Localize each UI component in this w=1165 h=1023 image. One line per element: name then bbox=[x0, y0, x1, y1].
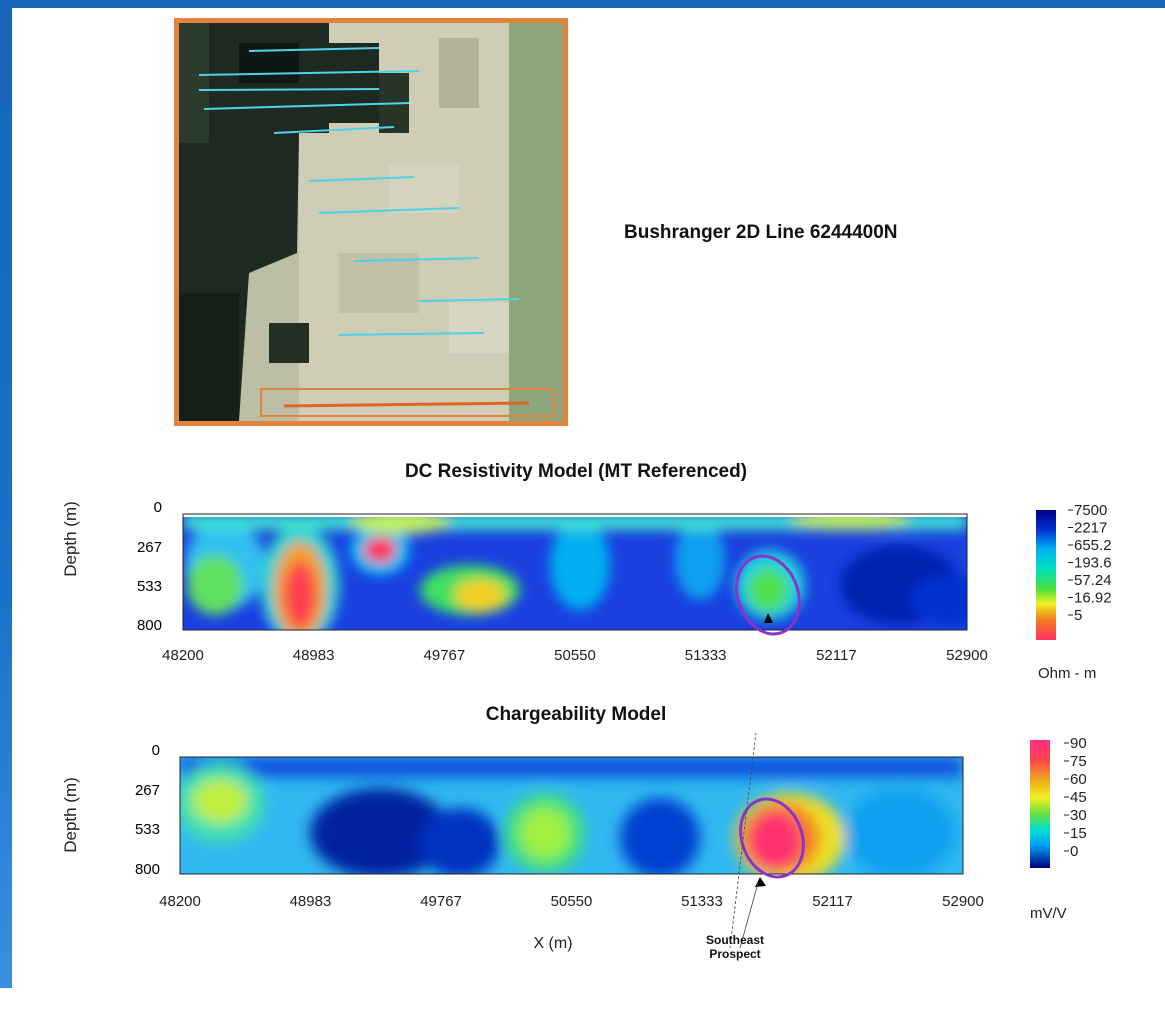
chargeability-prospect-marker bbox=[755, 877, 766, 887]
res-x-tick-2: 49767 bbox=[424, 647, 466, 664]
resistivity-prospect-ellipse bbox=[735, 554, 801, 636]
top-accent-bar bbox=[0, 0, 1165, 8]
chg-x-tick-2: 49767 bbox=[420, 893, 462, 910]
chg-cbar-label-3: 45 bbox=[1070, 789, 1087, 806]
chg-x-tick-3: 50550 bbox=[551, 893, 593, 910]
chargeability-prospect-ellipse bbox=[739, 797, 805, 879]
res-cbar-label-4: 57.24 bbox=[1074, 572, 1112, 589]
res-x-tick-5: 52117 bbox=[816, 647, 857, 664]
chargeability-chart: Depth (m) 0 267 533 800 48200 48983 49767 5… bbox=[61, 733, 1087, 961]
res-cbar-label-6: 5 bbox=[1074, 607, 1082, 624]
chg-cbar-label-2: 60 bbox=[1070, 771, 1087, 788]
chg-x-tick-6: 52900 bbox=[942, 893, 984, 910]
chg-y-tick-1: 267 bbox=[135, 782, 160, 799]
res-y-tick-0: 0 bbox=[154, 499, 162, 516]
res-cbar-label-3: 193.6 bbox=[1074, 555, 1112, 572]
chg-cbar-label-6: 0 bbox=[1070, 843, 1078, 860]
chargeability-chart-title: Chargeability Model bbox=[485, 704, 667, 725]
chg-x-tick-1: 48983 bbox=[290, 893, 332, 910]
res-y-tick-2: 533 bbox=[137, 578, 162, 595]
highlighted-survey-line bbox=[283, 401, 530, 408]
chg-x-tick-5: 52117 bbox=[812, 893, 853, 910]
leader-line-lower bbox=[739, 882, 759, 949]
chargeability-colorbar-unit: mV/V bbox=[1030, 905, 1067, 922]
left-accent-bar bbox=[0, 0, 12, 988]
survey-location-map bbox=[174, 18, 568, 426]
res-x-tick-4: 51333 bbox=[685, 647, 727, 664]
chg-x-tick-4: 51333 bbox=[681, 893, 723, 910]
res-x-tick-3: 50550 bbox=[554, 647, 596, 664]
chg-y-tick-0: 0 bbox=[152, 742, 160, 759]
resistivity-y-axis-label: Depth (m) bbox=[61, 501, 80, 577]
res-x-tick-0: 48200 bbox=[162, 647, 204, 664]
chargeability-heatmap bbox=[180, 757, 963, 874]
chg-cbar-label-5: 15 bbox=[1070, 825, 1087, 842]
chg-x-tick-0: 48200 bbox=[159, 893, 201, 910]
chg-y-tick-3: 800 bbox=[135, 861, 160, 878]
resistivity-y-ticks: 0 267 533 800 bbox=[137, 499, 162, 634]
resistivity-prospect-marker bbox=[764, 613, 773, 623]
res-y-tick-1: 267 bbox=[137, 539, 162, 556]
res-cbar-label-1: 2217 bbox=[1074, 520, 1107, 537]
chargeability-x-axis-label: X (m) bbox=[533, 935, 572, 952]
resistivity-colorbar-unit: Ohm - m bbox=[1038, 665, 1096, 682]
resistivity-chart-title: DC Resistivity Model (MT Referenced) bbox=[404, 461, 748, 482]
satellite-image bbox=[179, 23, 563, 421]
chg-cbar-label-4: 30 bbox=[1070, 807, 1087, 824]
chg-cbar-label-0: 90 bbox=[1070, 735, 1087, 752]
res-x-tick-1: 48983 bbox=[293, 647, 335, 664]
highlight-box bbox=[260, 388, 555, 417]
map-title: Bushranger 2D Line 6244400N bbox=[624, 222, 898, 243]
chg-y-tick-2: 533 bbox=[135, 821, 160, 838]
resistivity-chart: Depth (m) 0 267 533 800 48200 48983 49767 5… bbox=[61, 499, 1112, 682]
res-cbar-label-5: 16.92 bbox=[1074, 590, 1112, 607]
resistivity-colorbar bbox=[1036, 510, 1056, 640]
survey-lines bbox=[198, 47, 520, 336]
resistivity-heatmap bbox=[183, 514, 967, 630]
chargeability-y-ticks: 0 267 533 800 bbox=[135, 742, 160, 878]
res-x-tick-6: 52900 bbox=[946, 647, 988, 664]
res-y-tick-3: 800 bbox=[137, 617, 162, 634]
chg-cbar-label-1: 75 bbox=[1070, 753, 1087, 770]
res-cbar-label-2: 655.2 bbox=[1074, 537, 1112, 554]
resistivity-x-ticks: 48200 48983 49767 50550 51333 52117 52900 bbox=[162, 647, 988, 664]
southeast-prospect-label: Southeast Prospect bbox=[706, 933, 764, 961]
chargeability-y-axis-label: Depth (m) bbox=[61, 777, 80, 853]
chargeability-colorbar bbox=[1030, 740, 1050, 868]
res-cbar-label-0: 7500 bbox=[1074, 502, 1107, 519]
chargeability-x-ticks: 48200 48983 49767 50550 51333 52117 52900 bbox=[159, 893, 984, 910]
